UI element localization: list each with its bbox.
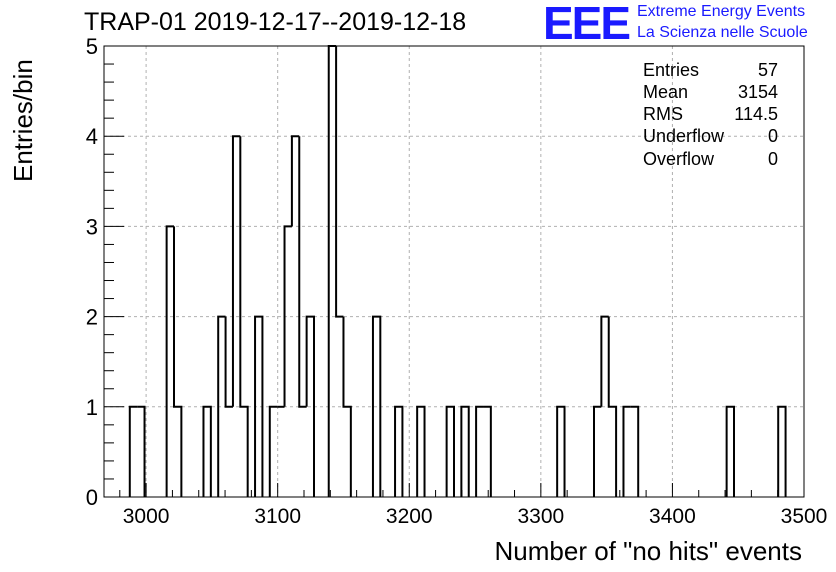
histogram-bin [416, 405, 426, 497]
stats-overflow-label: Overflow [643, 149, 715, 169]
histogram-bin [239, 136, 249, 497]
histogram-bin [128, 405, 138, 497]
histogram-bin [217, 315, 226, 497]
histogram-bin [202, 405, 212, 497]
histogram-bin [622, 405, 631, 497]
stats-rms-label: RMS [643, 104, 683, 124]
histogram-bin [725, 405, 735, 497]
x-tick-label: 3400 [649, 505, 696, 528]
histogram-bin [556, 405, 566, 497]
histogram-bin [475, 405, 484, 497]
chart-title: TRAP-01 2019-12-17--2019-12-18 [84, 8, 467, 36]
x-tick-label: 3300 [517, 505, 564, 528]
histogram-bin [394, 405, 404, 497]
histogram-bars [128, 45, 787, 497]
histogram-bin [335, 46, 344, 318]
histogram-bin [254, 315, 264, 497]
histogram-bin [283, 225, 292, 407]
histogram-bin [224, 316, 233, 408]
plot-frame [103, 45, 805, 498]
histogram-bin [445, 405, 455, 497]
y-tick-label: 2 [86, 305, 98, 330]
stats-entries-value: 57 [757, 60, 778, 80]
stats-underflow-value: 0 [767, 126, 778, 146]
histogram-bin [600, 315, 609, 407]
axis-ticks: 3000 3100 3200 3300 3400 3500 0 1 2 3 4 5 [86, 34, 828, 528]
histogram-bin [630, 405, 640, 497]
stats-entries-label: Entries [643, 60, 700, 80]
x-tick-label: 3100 [254, 505, 301, 528]
stats-mean-value: 3154 [737, 82, 778, 102]
y-tick-label: 0 [86, 485, 98, 510]
histogram-bin [483, 405, 492, 497]
y-tick-label: 4 [86, 124, 98, 149]
histogram-bin [607, 316, 618, 497]
stats-mean-label: Mean [643, 82, 689, 102]
x-tick-label: 3000 [123, 505, 170, 528]
histogram-bin [371, 315, 382, 497]
histogram-bin [460, 405, 470, 497]
x-axis-label: Number of "no hits" events [494, 536, 803, 566]
eee-logo: EEE [543, 0, 631, 49]
y-axis-label: Entries/bin [8, 59, 38, 182]
histogram-bin [305, 315, 315, 497]
logo-text-line1: Extreme Energy Events [637, 3, 806, 20]
histogram-bin [777, 405, 787, 497]
histogram-bin [231, 135, 241, 407]
histogram-bin [173, 226, 183, 497]
histogram-bin [327, 45, 337, 497]
histogram-bin [290, 135, 300, 227]
logo-text-line2: La Scienza nelle Scuole [637, 24, 808, 41]
y-tick-label: 1 [86, 395, 98, 420]
histogram-bin [593, 405, 602, 497]
histogram-bin [268, 405, 278, 497]
histogram-bin [298, 136, 307, 408]
histogram-bin [137, 405, 146, 497]
stats-underflow-label: Underflow [643, 126, 725, 146]
y-tick-label: 3 [86, 214, 98, 239]
y-tick-label: 5 [86, 34, 98, 59]
histogram-bin [165, 225, 174, 497]
x-tick-label: 3500 [781, 505, 828, 528]
x-tick-label: 3200 [386, 505, 433, 528]
histogram-bin [342, 316, 352, 497]
stats-overflow-value: 0 [767, 149, 778, 169]
stats-rms-value: 114.5 [734, 104, 778, 124]
